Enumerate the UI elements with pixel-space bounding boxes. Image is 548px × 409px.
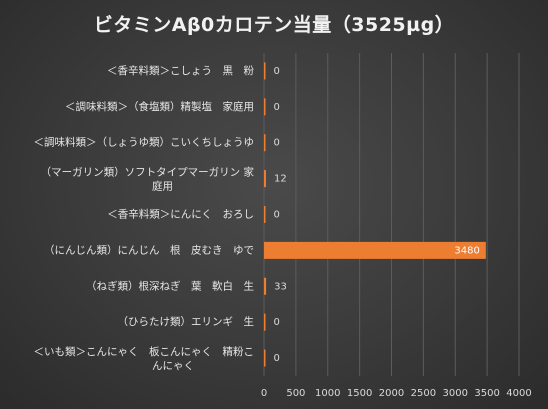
category-label: （ひらたけ類）エリンギ 生: [118, 315, 255, 328]
x-tick-label: 2500: [411, 388, 436, 399]
category-label: （ねぎ類）根深ねぎ 葉 軟白 生: [86, 279, 254, 292]
bar: [264, 241, 486, 259]
data-label: 12: [274, 174, 287, 185]
chart-title: ビタミンAβ0カロテン当量（3525µg）: [93, 14, 455, 36]
data-label: 0: [274, 353, 280, 364]
category-label: ＜調味料類＞（食塩類）精製塩 家庭用: [65, 100, 254, 113]
category-label: ＜香辛料類＞にんにく おろし: [107, 208, 254, 221]
data-label: 0: [274, 66, 280, 77]
data-label: 33: [274, 281, 287, 292]
data-label: 3480: [454, 245, 479, 256]
x-tick-label: 500: [286, 388, 305, 399]
bar: [264, 98, 266, 116]
category-label: ＜いも類＞こんにゃく 板こんにゃく 精粉こんにゃく: [34, 345, 255, 372]
bar: [264, 134, 266, 152]
bar: [264, 62, 266, 80]
x-tick-label: 1000: [315, 388, 340, 399]
x-tick-label: 3500: [474, 388, 499, 399]
data-label: 0: [274, 210, 280, 221]
category-label: ＜香辛料類＞こしょう 黒 粉: [107, 64, 254, 77]
x-tick-label: 3000: [443, 388, 468, 399]
bar: [264, 170, 266, 188]
data-label: 0: [274, 317, 280, 328]
data-label: 0: [274, 138, 280, 149]
x-tick-label: 1500: [347, 388, 372, 399]
x-tick-label: 0: [261, 388, 267, 399]
bar: [264, 313, 266, 331]
category-label: ＜調味料類＞（しょうゆ類）こいくちしょうゆ: [34, 136, 255, 149]
category-label: （マーガリン類）ソフトタイプマーガリン 家庭用: [41, 166, 255, 193]
data-label: 0: [274, 102, 280, 113]
category-label: （にんじん類）にんじん 根 皮むき ゆで: [44, 243, 254, 256]
x-tick-label: 4000: [506, 388, 531, 399]
x-tick-label: 2000: [379, 388, 404, 399]
bar: [264, 349, 266, 367]
bar: [264, 206, 266, 223]
bar: [264, 277, 267, 295]
